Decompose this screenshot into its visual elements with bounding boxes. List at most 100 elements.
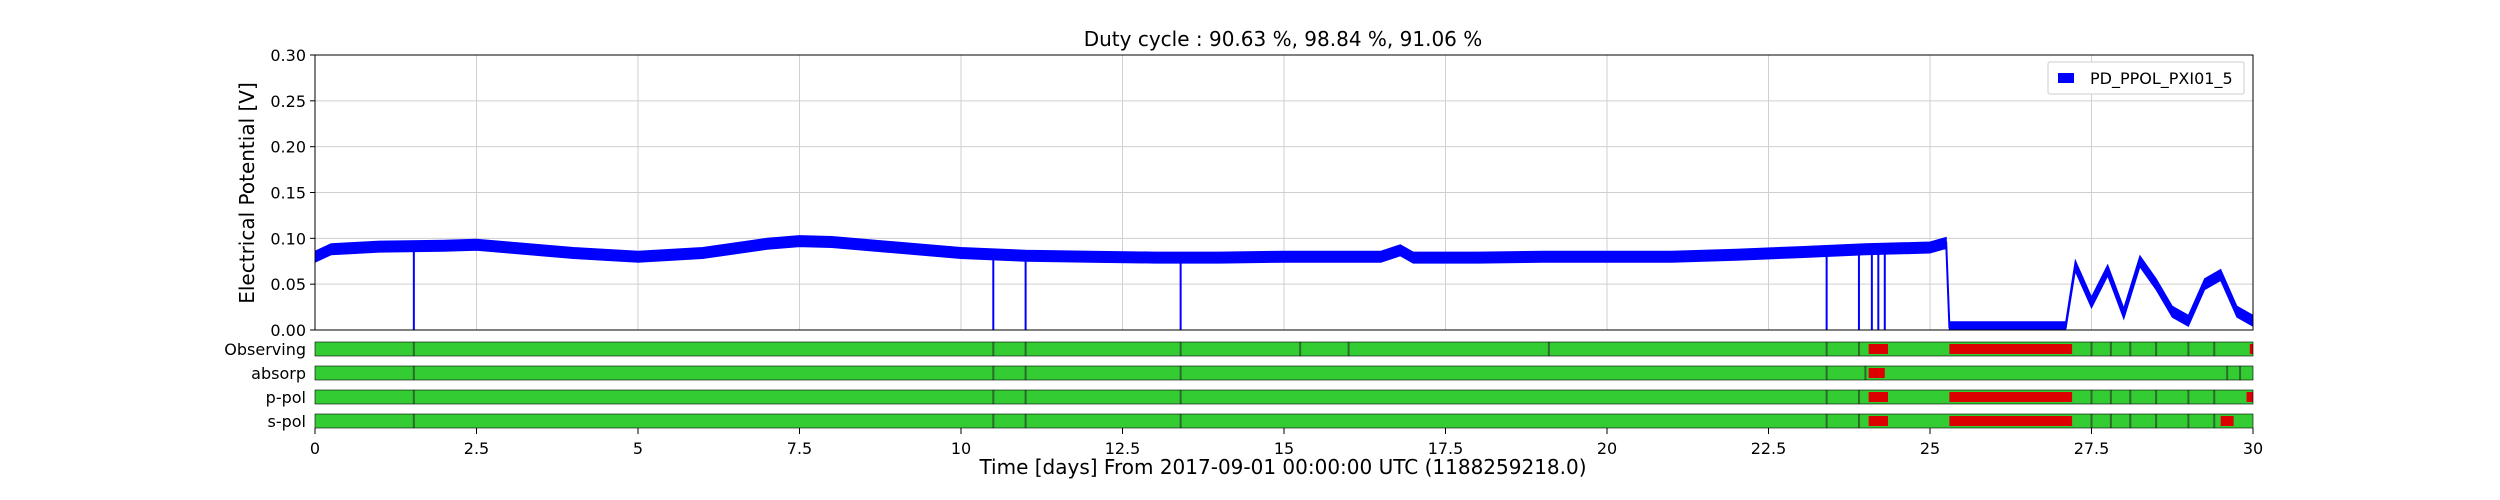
segment-gap-mark <box>1857 342 1860 356</box>
segment-gap-mark <box>1825 366 1828 380</box>
segment-gap-mark <box>412 366 415 380</box>
segment-gap-mark <box>1347 342 1350 356</box>
segment-gap-mark <box>1179 414 1182 428</box>
segment-gap-mark <box>1857 390 1860 404</box>
y-tick-label: 0.25 <box>270 92 306 111</box>
segment-off-bar <box>1949 344 2073 354</box>
segment-gap-mark <box>2129 342 2132 356</box>
segment-off-bar <box>1868 344 1889 354</box>
segment-gap-mark <box>1024 390 1027 404</box>
segment-off-bar <box>2249 344 2253 354</box>
x-tick-label: 15 <box>1274 439 1294 458</box>
segment-row-label: p-pol <box>266 388 306 407</box>
segment-gap-mark <box>992 390 995 404</box>
segment-row-label: absorp <box>251 364 306 383</box>
legend-label: PD_PPOL_PXI01_5 <box>2090 69 2233 89</box>
segment-row-border <box>314 341 2254 357</box>
segment-gap-mark <box>992 342 995 356</box>
segment-gap-mark <box>2129 390 2132 404</box>
x-tick-label: 2.5 <box>464 439 489 458</box>
grid-lines <box>314 54 2254 331</box>
x-tick-label: 20 <box>1597 439 1617 458</box>
segment-gap-mark <box>412 414 415 428</box>
segment-gap-mark <box>2187 414 2190 428</box>
segment-row: absorp <box>251 364 2254 383</box>
segment-gap-mark <box>2109 390 2112 404</box>
y-tick-label: 0.30 <box>270 46 306 65</box>
segment-off-bar <box>1949 392 2073 402</box>
segment-gap-mark <box>1179 342 1182 356</box>
segment-gap-mark <box>1825 414 1828 428</box>
segment-gap-mark <box>2090 342 2093 356</box>
x-tick-label: 27.5 <box>2074 439 2110 458</box>
segment-gap-mark <box>2109 414 2112 428</box>
segment-gap-mark <box>2090 414 2093 428</box>
segment-off-bar <box>1868 392 1889 402</box>
segment-row: Observing <box>224 340 2254 359</box>
segment-on-bar <box>315 342 2253 356</box>
segment-gap-mark <box>2155 390 2158 404</box>
chart-title: Duty cycle : 90.63 %, 98.84 %, 91.06 % <box>1084 27 1483 51</box>
segment-off-bar <box>2246 392 2253 402</box>
series-line <box>314 240 2254 329</box>
segment-gap-mark <box>2213 342 2216 356</box>
segment-gap-mark <box>1179 390 1182 404</box>
x-axis-label: Time [days] From 2017-09-01 00:00:00 UTC… <box>978 455 1586 479</box>
segment-off-bar <box>2220 416 2234 426</box>
segment-gap-mark <box>2155 342 2158 356</box>
segment-gap-mark <box>412 342 415 356</box>
segment-gap-mark <box>2155 414 2158 428</box>
segment-gap-mark <box>2129 414 2132 428</box>
y-tick-label: 0.10 <box>270 229 306 248</box>
segment-gap-mark <box>1864 366 1867 380</box>
segment-gap-mark <box>1857 414 1860 428</box>
legend-box <box>2047 61 2245 95</box>
segment-row-label: Observing <box>224 340 306 359</box>
x-tick-label: 7.5 <box>787 439 812 458</box>
segment-gap-mark <box>1179 366 1182 380</box>
segment-off-bar <box>1868 368 1885 378</box>
segment-gap-mark <box>2187 342 2190 356</box>
segment-gap-mark <box>1024 366 1027 380</box>
x-tick-label: 30 <box>2243 439 2263 458</box>
segment-on-bar <box>315 366 2253 380</box>
segment-row: s-pol <box>268 412 2254 431</box>
segment-gap-mark <box>2239 366 2242 380</box>
segment-row: p-pol <box>266 388 2254 407</box>
segment-gap-mark <box>1299 342 1302 356</box>
y-axis-label: Electrical Potential [V] <box>235 82 259 304</box>
segment-gap-mark <box>2226 366 2229 380</box>
x-axis: 0 2.5 5 7.5 10 12.5 15 17.5 20 22.5 25 27.5 30 <box>310 428 2263 458</box>
x-tick-label: 10 <box>951 439 971 458</box>
segment-gap-mark <box>1547 342 1550 356</box>
x-tick-label: 12.5 <box>1105 439 1141 458</box>
segment-gap-mark <box>1024 342 1027 356</box>
segment-on-bar <box>315 390 2253 404</box>
y-tick-label: 0.00 <box>270 321 306 340</box>
segment-off-bar <box>1868 416 1889 426</box>
legend: PD_PPOL_PXI01_5 <box>2047 61 2245 95</box>
segment-off-bar <box>1949 416 2073 426</box>
x-tick-label: 22.5 <box>1751 439 1787 458</box>
segment-gap-mark <box>1825 342 1828 356</box>
segment-gap-mark <box>2213 414 2216 428</box>
segment-gap-mark <box>2090 390 2093 404</box>
x-tick-label: 5 <box>633 439 643 458</box>
segment-row-border <box>314 365 2254 381</box>
y-tick-label: 0.05 <box>270 275 306 294</box>
segment-gap-mark <box>992 366 995 380</box>
segment-gap-mark <box>1825 390 1828 404</box>
y-tick-label: 0.15 <box>270 184 306 203</box>
segment-gap-mark <box>2213 390 2216 404</box>
x-tick-label: 25 <box>1920 439 1940 458</box>
x-tick-label: 17.5 <box>1428 439 1464 458</box>
y-tick-label: 0.20 <box>270 138 306 157</box>
segment-row-label: s-pol <box>268 412 307 431</box>
segment-gap-mark <box>2187 390 2190 404</box>
segment-gap-mark <box>412 390 415 404</box>
segment-on-bar <box>315 414 2253 428</box>
x-tick-label: 0 <box>310 439 320 458</box>
segment-gap-mark <box>1024 414 1027 428</box>
legend-swatch <box>2058 73 2074 83</box>
